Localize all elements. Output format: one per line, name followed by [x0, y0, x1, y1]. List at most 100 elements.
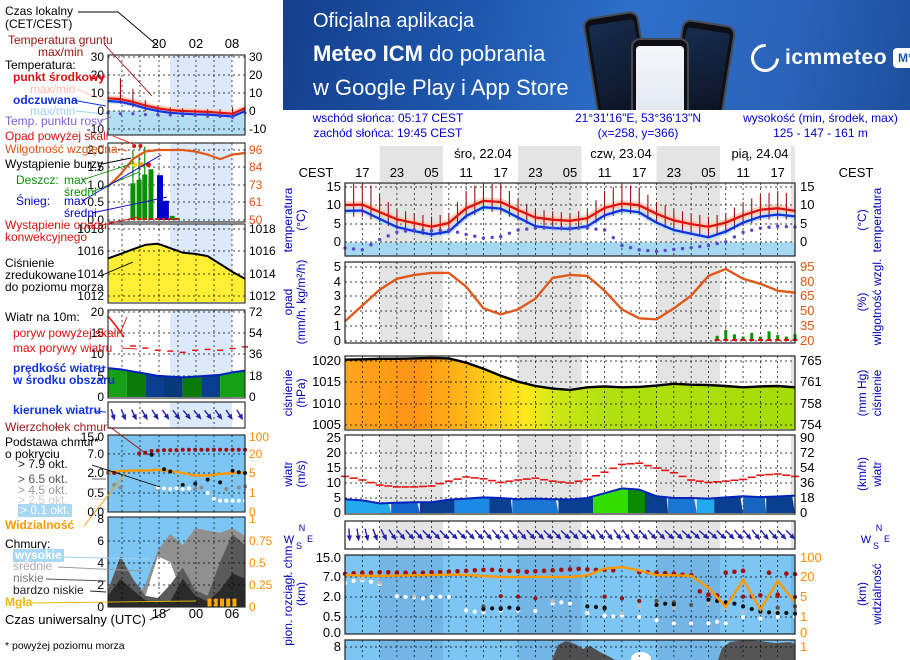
axis-label-pion-rozciaglosc-chmur-right: widzialność [870, 563, 884, 625]
hour-label: 17 [355, 165, 369, 180]
tick-opad-right: 80 [800, 274, 814, 289]
legend-item-17: max [64, 194, 87, 208]
legend-item-27: prędkość wiatru [13, 361, 106, 375]
grid-xy-text: (x=258, y=366) [597, 126, 679, 140]
mini-tick: 20 [249, 68, 263, 82]
legend-connector [99, 116, 112, 122]
tick-wiatr-right: 72 [800, 445, 814, 460]
mini-tick: 61 [249, 195, 263, 209]
tick-pion-rozciaglosc-chmur-right: 0 [800, 625, 807, 640]
legend-item-46: * powyżej poziomu morza [5, 640, 125, 652]
tick-zachmurzenie-left: 8 [334, 639, 341, 654]
axis-label-opad-right: wilgotność wzgl. [870, 259, 884, 347]
mini-tick: 5 [97, 369, 104, 383]
coords-text: 21°31'16"E, 53°36'13"N [574, 111, 702, 125]
mini-tick: 2.0 [87, 466, 104, 480]
legend-item-30: Wierzchołek chmur [5, 420, 108, 434]
banner-text: Oficjalna aplikacja Meteo ICM do pobrani… [313, 10, 569, 101]
legend-item-33: > 7.9 okt. [18, 457, 68, 471]
compass-w: W [284, 534, 295, 546]
compass-s: S [296, 541, 302, 551]
tick-pion-rozciaglosc-chmur-right: 5 [800, 589, 807, 604]
mini-tick: 0.75 [249, 534, 273, 548]
tick-opad-right: 65 [800, 288, 814, 303]
mini-panel-cloud-cover [107, 516, 246, 608]
tz-label-left: CEST [299, 165, 334, 180]
legend-connector [99, 261, 134, 277]
axis-label-wiatr-right: wiatr [870, 461, 884, 487]
legend-item-15: średni [64, 185, 97, 199]
legend-item-3: max/min [38, 45, 84, 59]
tick-temperature-left: 15 [327, 179, 341, 194]
hour-label: 23 [667, 165, 681, 180]
mini-tick: 100 [249, 430, 269, 444]
legend-item-37: > 0.1 okt. [18, 503, 72, 517]
legend-item-35: > 4.5 okt. [18, 483, 68, 497]
compass-s: S [873, 541, 879, 551]
mini-panel-wind [107, 309, 248, 399]
panel-wind [341, 434, 799, 515]
tick-wiatr-right: 36 [800, 475, 814, 490]
legend-item-42: niskie [13, 571, 44, 585]
tick-pion-rozciaglosc-chmur-right: 100 [800, 550, 822, 565]
hour-label: 17 [770, 165, 784, 180]
legend-item-40: wysokie [13, 548, 64, 562]
legend-item-31: Podstawa chmur* [5, 435, 100, 449]
legend-item-19: Wystąpienie opadu [5, 218, 107, 232]
tick-temperature-left: 0 [334, 234, 341, 249]
legend-item-16: Śnieg: [16, 194, 51, 208]
axis-label-opad-left: opad [281, 289, 295, 316]
mini-utc-time: 06 [225, 606, 239, 621]
tick-pion-rozciaglosc-chmur-left: 0.0 [323, 625, 341, 640]
axis-unit-pion-rozciaglosc-chmur-right: (km) [855, 582, 869, 606]
altitude-values: 125 - 147 - 161 m [773, 126, 868, 140]
compass-w: W [861, 534, 872, 546]
tick-pion-rozciaglosc-chmur-left: 0.5 [323, 609, 341, 624]
panel-temperature [343, 182, 797, 257]
mini-panel-precip [107, 142, 246, 223]
legend-connector [112, 135, 134, 145]
axis-unit-wiatr-right: (km/h) [855, 457, 869, 491]
legend-connector [97, 216, 139, 227]
mini-tick: 1016 [77, 244, 104, 258]
hour-label: 23 [528, 165, 542, 180]
legend-item-7: odczuwana [13, 93, 78, 107]
legend-item-25: poryw powyżej skali [13, 326, 120, 340]
mini-panel-wind-direction [107, 401, 246, 429]
mini-tick: 0 [97, 600, 104, 614]
legend-item-22: zredukowane [5, 268, 77, 282]
tick-temperature-right: 15 [800, 179, 814, 194]
mini-tick: 4 [97, 556, 104, 570]
location-info-row: wschód słońca: 05:17 CEST zachód słońca:… [283, 111, 910, 143]
tick-pion-rozciaglosc-chmur-right: 20 [800, 569, 814, 584]
tick-wiatr-left: 15 [327, 460, 341, 475]
tick-opad-right: 95 [800, 259, 814, 274]
mini-tick: 0 [249, 104, 256, 118]
mini-tick: 1016 [249, 244, 276, 258]
tick-cisnienie-left: 1005 [312, 417, 341, 432]
legend-item-29: kierunek wiatru [13, 403, 102, 417]
mini-tick: 50 [249, 213, 263, 227]
coords-info: 21°31'16"E, 53°36'13"N (x=258, y=366) [523, 111, 753, 141]
legend-connector [121, 347, 138, 350]
axis-unit-temperature-left: (°C) [294, 209, 308, 230]
axis-label-cisnienie-left: ciśnienie [281, 369, 295, 416]
mini-tick: 0 [249, 505, 256, 519]
legend-connector [75, 110, 107, 115]
legend-item-24: Wiatr na 10m: [5, 310, 80, 324]
hour-label: 05 [563, 165, 577, 180]
legend-item-36: > 2.5 okt. [18, 493, 68, 507]
tick-wiatr-left: 20 [327, 445, 341, 460]
tick-pion-rozciaglosc-chmur-right: 1 [800, 609, 807, 624]
tick-pion-rozciaglosc-chmur-left: 2.0 [323, 589, 341, 604]
mini-panel-temperature [106, 54, 247, 136]
day-label: śro, 22.04 [454, 146, 512, 161]
promo-banner[interactable]: Oficjalna aplikacja Meteo ICM do pobrani… [283, 0, 910, 110]
axis-label-pion-rozciaglosc-chmur-left: pion. rozciągł. chm. [281, 542, 295, 645]
logo-text: icmmeteo [785, 46, 888, 69]
compass-n: N [299, 523, 306, 533]
legend-connector [89, 590, 107, 593]
hour-label: 17 [494, 165, 508, 180]
mini-tick: 15.0 [81, 430, 105, 444]
